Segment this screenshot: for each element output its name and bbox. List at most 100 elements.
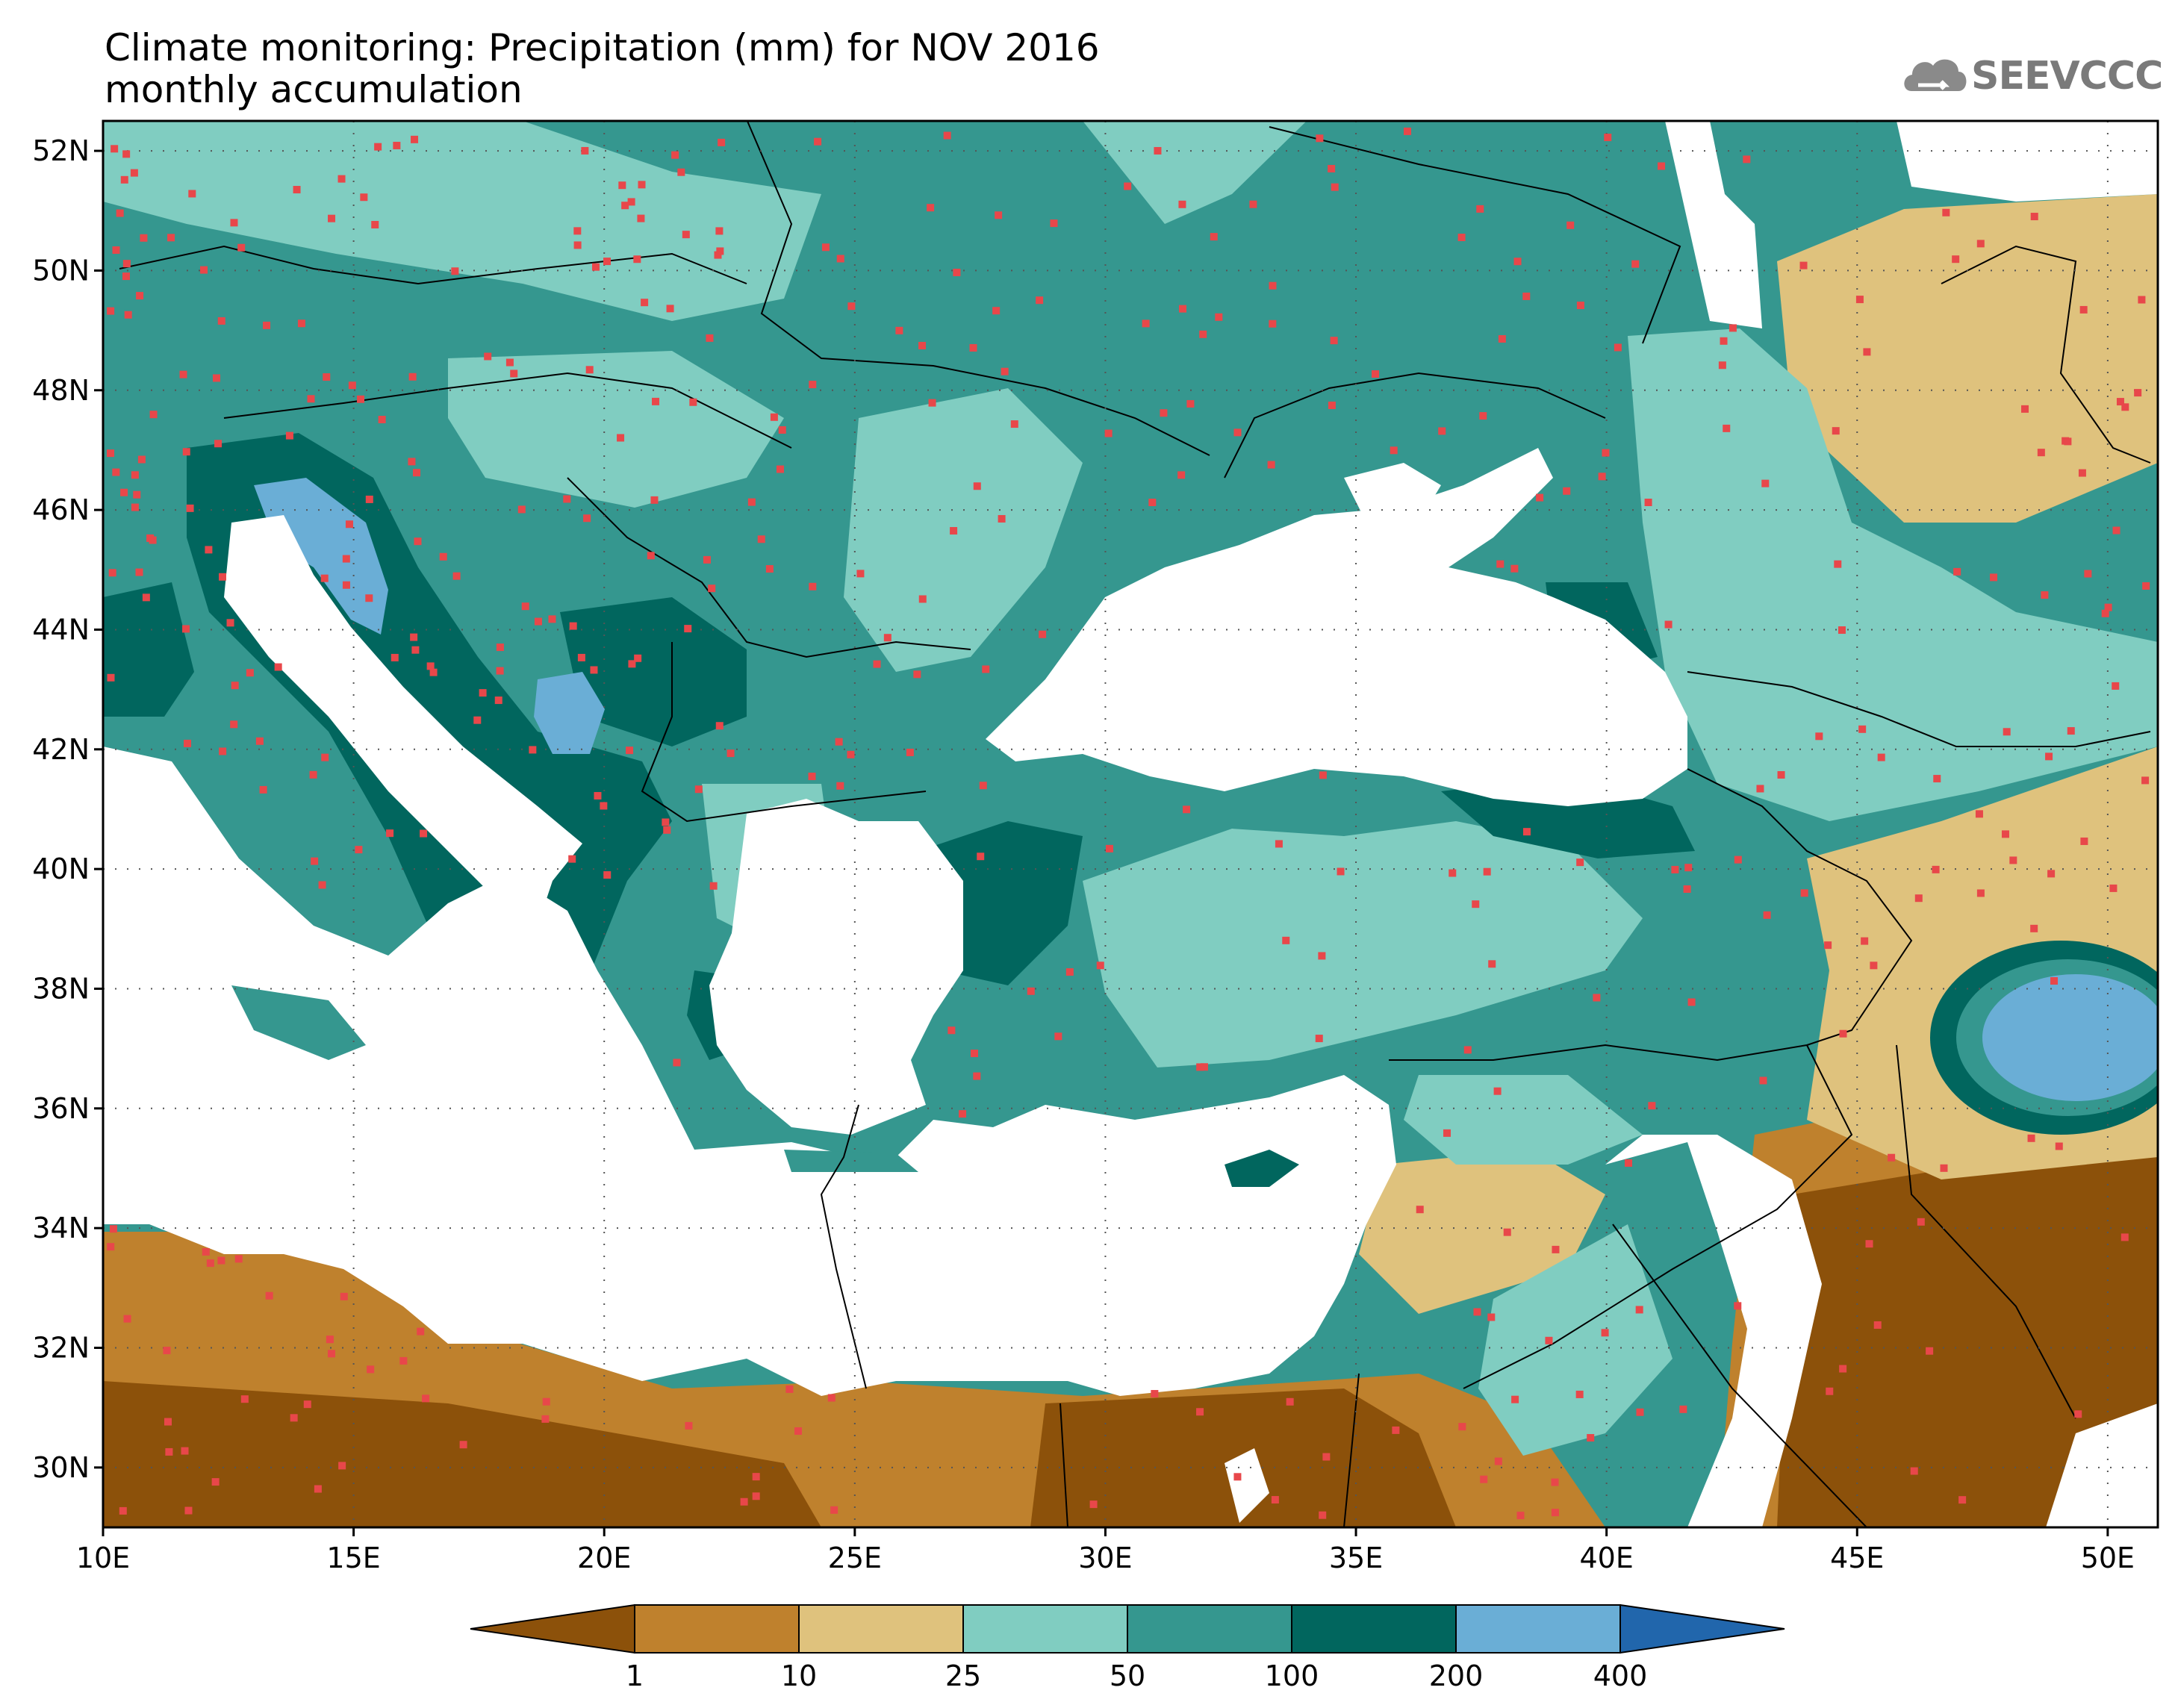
station-marker — [895, 326, 903, 334]
station-marker — [1105, 844, 1113, 853]
station-marker — [1496, 560, 1505, 568]
cyprus — [1225, 1150, 1299, 1187]
station-marker — [1756, 785, 1764, 793]
station-marker — [496, 643, 504, 652]
station-marker — [1065, 968, 1074, 976]
station-marker — [2030, 213, 2038, 221]
no-data-region-north — [1665, 121, 1762, 328]
station-marker — [265, 1291, 273, 1300]
colorbar-label: 100 — [1265, 1659, 1319, 1692]
station-marker — [603, 871, 612, 879]
station-marker — [747, 498, 756, 506]
station-marker — [637, 214, 645, 222]
station-marker — [1552, 1245, 1560, 1253]
station-marker — [1001, 367, 1009, 375]
station-marker — [1839, 1029, 1847, 1038]
station-marker — [1684, 864, 1693, 872]
station-marker — [179, 370, 187, 378]
station-marker — [451, 267, 459, 275]
station-marker — [285, 431, 293, 440]
station-marker — [1472, 900, 1480, 908]
station-marker — [906, 748, 914, 756]
lat-tick-label: 36N — [32, 1092, 90, 1125]
colorbar-label: 10 — [781, 1659, 817, 1692]
station-marker — [647, 552, 655, 560]
station-marker — [1089, 1500, 1098, 1509]
station-marker — [1563, 487, 1571, 495]
station-marker — [320, 574, 329, 582]
station-marker — [420, 829, 428, 838]
station-marker — [1178, 305, 1186, 313]
station-marker — [318, 881, 326, 889]
station-marker — [1687, 998, 1696, 1006]
station-marker — [290, 1414, 298, 1422]
station-marker — [718, 138, 726, 146]
station-marker — [836, 782, 844, 790]
station-marker — [1601, 1329, 1609, 1337]
station-marker — [417, 1327, 425, 1335]
station-marker — [1551, 1509, 1559, 1517]
station-marker — [452, 572, 461, 580]
station-marker — [682, 231, 690, 239]
station-marker — [1671, 865, 1679, 873]
station-marker — [1142, 320, 1150, 328]
black-sea — [986, 448, 1687, 806]
station-marker — [770, 413, 778, 421]
station-marker — [1863, 348, 1871, 356]
station-marker — [1832, 427, 1840, 435]
station-marker — [205, 546, 213, 554]
station-marker — [130, 169, 138, 177]
station-marker — [1416, 1206, 1424, 1214]
station-marker — [847, 302, 856, 311]
lat-tick-label: 50N — [32, 254, 90, 287]
station-marker — [146, 534, 155, 542]
colorbar-high-extension — [1619, 1603, 1785, 1654]
station-marker — [2079, 305, 2088, 314]
station-marker — [342, 555, 350, 563]
logo-text: SEEVCCC — [1971, 54, 2163, 99]
station-marker — [200, 266, 208, 274]
station-marker — [122, 272, 130, 281]
station-marker — [109, 1225, 117, 1233]
station-marker — [1839, 1365, 1847, 1373]
station-marker — [131, 471, 139, 479]
station-marker — [136, 292, 144, 300]
station-marker — [830, 1506, 838, 1514]
station-marker — [1027, 987, 1035, 995]
station-marker — [1576, 858, 1584, 867]
station-marker — [133, 490, 141, 499]
station-marker — [2045, 752, 2053, 761]
gulf-of-suez — [1225, 1448, 1269, 1523]
station-marker — [2138, 296, 2146, 304]
station-marker — [694, 785, 703, 794]
station-marker — [342, 581, 350, 589]
station-marker — [927, 204, 935, 212]
station-marker — [2116, 398, 2124, 406]
station-marker — [108, 569, 116, 577]
station-marker — [2050, 977, 2059, 985]
station-marker — [374, 143, 382, 151]
lat-tick-label: 42N — [32, 733, 90, 766]
station-marker — [1186, 399, 1195, 408]
station-marker — [326, 1335, 334, 1344]
station-marker — [309, 770, 317, 779]
station-marker — [1720, 337, 1728, 345]
station-marker — [211, 1478, 220, 1486]
station-marker — [1036, 296, 1044, 305]
lat-tick-label: 48N — [32, 374, 90, 407]
station-marker — [1516, 1512, 1525, 1520]
station-marker — [1096, 961, 1104, 970]
station-marker — [641, 299, 649, 307]
station-marker — [360, 193, 368, 202]
lon-tick-label: 40E — [1579, 1542, 1633, 1574]
station-marker — [410, 633, 418, 641]
station-marker — [1319, 1511, 1327, 1519]
station-marker — [1196, 1063, 1204, 1071]
station-marker — [219, 573, 227, 581]
station-marker — [2041, 591, 2049, 599]
station-marker — [365, 594, 373, 602]
station-marker — [628, 660, 636, 668]
station-marker — [371, 220, 379, 228]
station-marker — [1483, 867, 1491, 876]
station-marker — [338, 1462, 346, 1470]
